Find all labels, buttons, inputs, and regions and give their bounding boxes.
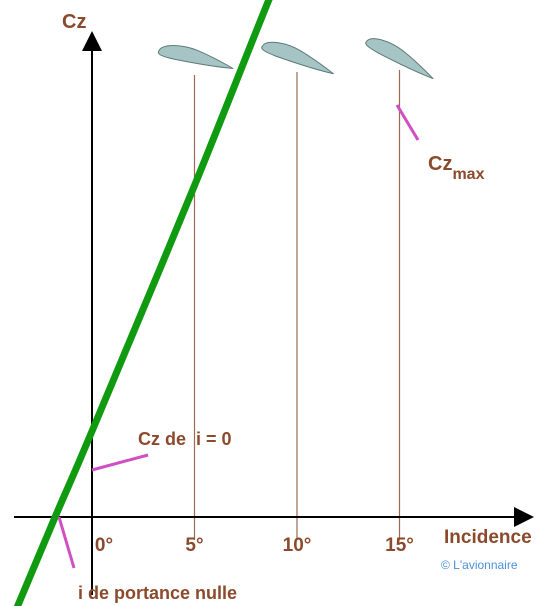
lift-curve-line — [13, 0, 273, 606]
x-tick-label: 10° — [283, 535, 312, 556]
zero-lift-pointer — [57, 516, 76, 569]
airfoil-icons — [157, 38, 434, 80]
credit-text: © L'avionnaire — [441, 558, 518, 572]
x-tick-label: 15° — [385, 535, 414, 556]
airfoil-icon — [261, 41, 334, 75]
x-tick-labels: 0° 5° 10° 15° — [95, 535, 414, 556]
cz-max-pointer — [395, 104, 420, 141]
cz-i0-pointer — [91, 453, 149, 472]
cz-max-sub: max — [452, 166, 484, 183]
cz-max-label: Czmax — [428, 153, 485, 183]
x-axis-label: Incidence — [444, 527, 532, 548]
x-tick-label: 5° — [185, 535, 203, 556]
airfoil-icon — [365, 38, 434, 80]
x-tick-label: 0° — [95, 535, 113, 556]
airfoil-icon — [157, 44, 234, 69]
zero-lift-label: i de portance nulle — [78, 583, 237, 603]
cz-i0-label: Cz de i = 0 — [138, 429, 232, 449]
incidence-guide-lines — [193, 70, 401, 540]
y-axis-label: Cz — [62, 11, 86, 33]
cz-max-base: Cz — [428, 153, 452, 175]
